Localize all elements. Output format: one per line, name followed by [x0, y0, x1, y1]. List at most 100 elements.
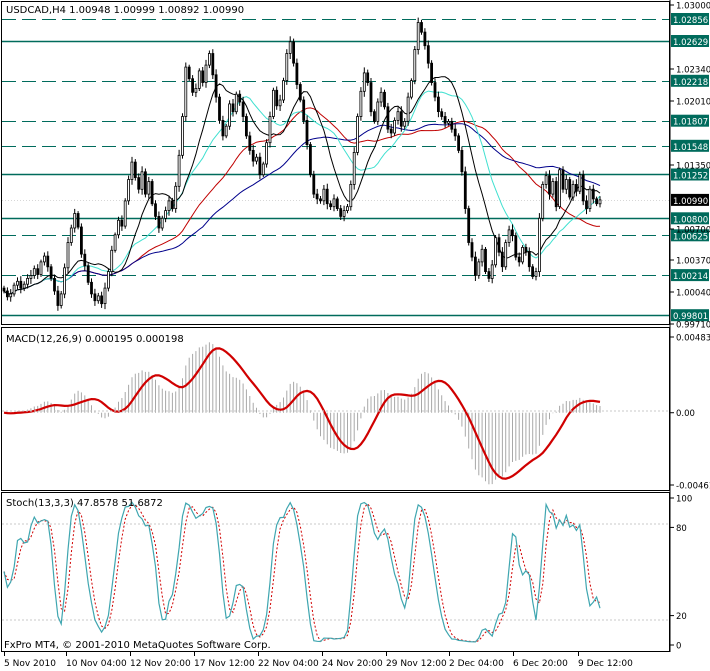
candle-body — [181, 116, 184, 156]
candle-body — [558, 169, 561, 208]
candle — [564, 174, 568, 195]
candle-body — [238, 93, 242, 103]
candle — [29, 270, 33, 284]
candle-body — [510, 229, 514, 237]
candle-body — [187, 66, 191, 80]
candle — [517, 252, 521, 267]
macd-y-tick-label: 0.00 — [676, 409, 695, 419]
candle-body — [207, 53, 211, 66]
price-y-tick-label: 1.02340 — [676, 66, 710, 76]
candle — [107, 268, 110, 292]
candle — [329, 200, 333, 210]
level-price-tag-bg — [671, 229, 709, 242]
macd-y-tick-label: 0.00483 — [676, 334, 710, 344]
candle-body — [271, 89, 275, 117]
candle — [201, 67, 205, 87]
candle-body — [581, 174, 585, 202]
candle-body — [29, 275, 33, 279]
candle — [86, 263, 90, 285]
candle-body — [538, 217, 541, 273]
stoch-y-tick-label: 80 — [676, 524, 687, 534]
level-price-tag: 1.00214 — [673, 272, 708, 282]
candle-body — [12, 284, 16, 295]
candle — [49, 264, 53, 282]
candle — [69, 224, 73, 246]
candle-body — [517, 256, 521, 263]
candle-body — [305, 120, 309, 146]
price-y-tick-label: 1.00040 — [676, 289, 710, 299]
candle-body — [484, 248, 487, 273]
candle — [207, 50, 211, 69]
candle — [575, 179, 578, 197]
candle — [302, 96, 306, 124]
candle — [359, 87, 363, 121]
candle-body — [248, 135, 252, 151]
candle-body — [423, 31, 427, 47]
candle-body — [285, 53, 289, 82]
candle — [534, 267, 538, 281]
candle-body — [231, 103, 235, 113]
candle-body — [447, 121, 450, 124]
candle — [416, 17, 420, 55]
candle — [96, 292, 100, 304]
candle-body — [473, 256, 477, 276]
candle-body — [436, 96, 440, 112]
candle-body — [413, 49, 417, 81]
x-tick-label: 12 Nov 20:00 — [130, 659, 191, 669]
candle — [120, 215, 124, 231]
candle — [298, 82, 302, 103]
candle-body — [342, 210, 346, 217]
x-tick-label: 9 Dec 12:00 — [578, 659, 633, 669]
candle — [147, 176, 151, 199]
candle — [93, 288, 97, 306]
candle-body — [211, 53, 215, 76]
candle — [63, 263, 66, 299]
candle — [473, 251, 477, 281]
candle-body — [383, 91, 386, 108]
candle-body — [100, 295, 103, 305]
macd-panel-title: MACD(12,26,9) 0.000195 0.000198 — [6, 334, 184, 345]
candle-body — [282, 80, 285, 101]
candle — [127, 175, 130, 205]
candle — [403, 118, 407, 130]
candle — [308, 142, 312, 178]
candle — [39, 259, 43, 277]
candle-body — [130, 161, 134, 181]
candle — [150, 179, 154, 207]
candle-body — [534, 271, 538, 277]
stoch-panel-title: Stoch(13,3,3) 47.8578 51.6872 — [6, 498, 163, 509]
candle-body — [66, 242, 70, 269]
candle — [335, 196, 339, 211]
candle — [218, 93, 221, 124]
level-price-tag: 1.02856 — [673, 16, 708, 26]
candle — [578, 171, 582, 195]
candle — [497, 233, 501, 257]
candle-body — [76, 213, 80, 228]
price-panel-title: USDCAD,H4 1.00948 1.00999 1.00892 1.0099… — [6, 5, 244, 16]
candle-body — [103, 287, 107, 305]
candle-body — [261, 163, 265, 176]
candle-body — [120, 219, 124, 227]
candle — [453, 124, 457, 141]
candle-body — [578, 174, 582, 192]
candle — [500, 247, 504, 272]
candle-body — [140, 171, 144, 190]
candle — [541, 181, 545, 222]
candle — [174, 182, 178, 213]
candle — [423, 28, 427, 50]
level-price-tag-bg — [671, 168, 709, 181]
candle — [595, 196, 598, 207]
candle-body — [127, 179, 130, 202]
candle-body — [19, 280, 23, 289]
price-y-tick-label: 1.02010 — [676, 98, 710, 108]
candle — [524, 243, 528, 256]
candle — [164, 206, 168, 223]
candle — [295, 58, 299, 90]
candle-body — [527, 251, 531, 268]
candle-body — [376, 101, 380, 122]
candle-body — [214, 74, 218, 98]
candle — [514, 232, 518, 261]
candle — [117, 216, 120, 239]
candle — [558, 167, 561, 209]
